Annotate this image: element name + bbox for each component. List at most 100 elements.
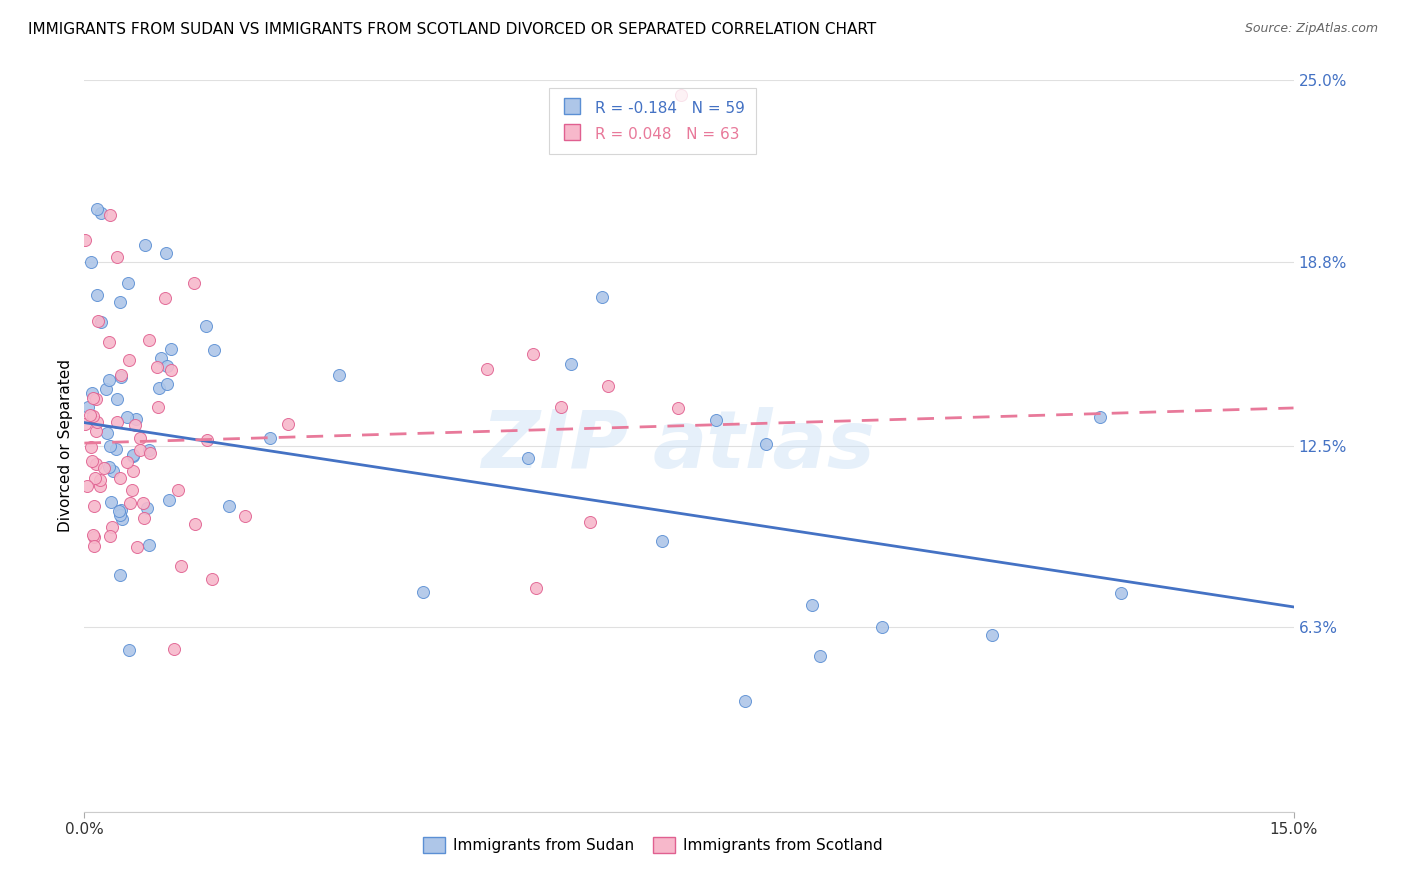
Point [84, 424, 107, 438]
Point [98, 335, 121, 350]
Point [138, 443, 160, 458]
Point [98, 459, 121, 474]
Text: atlas: atlas [652, 407, 876, 485]
Point [128, 443, 150, 458]
Point [83, 540, 105, 554]
Point [86, 202, 108, 216]
Point [98, 439, 121, 453]
Point [82, 409, 104, 423]
Point [134, 511, 156, 525]
Point [90, 315, 112, 329]
Point [579, 516, 602, 530]
Point [93, 461, 115, 475]
Point [651, 534, 673, 549]
Point [73, 233, 96, 247]
Point [105, 250, 128, 264]
Point [195, 318, 218, 333]
Point [118, 643, 141, 657]
Point [328, 368, 350, 383]
Point [981, 628, 1004, 642]
Point [277, 417, 299, 432]
Point [159, 362, 181, 376]
Point [100, 495, 122, 509]
Point [83, 500, 105, 514]
Point [82, 453, 104, 467]
Point [195, 433, 218, 447]
Point [755, 436, 778, 450]
Point [79, 408, 101, 422]
Point [76, 478, 98, 492]
Point [103, 464, 125, 478]
Legend: Immigrants from Sudan, Immigrants from Scotland: Immigrants from Sudan, Immigrants from S… [416, 830, 889, 859]
Point [101, 520, 124, 534]
Point [115, 410, 138, 425]
Point [94, 382, 117, 396]
Point [132, 496, 155, 510]
Point [98, 528, 121, 542]
Point [669, 87, 692, 102]
Point [666, 401, 689, 416]
Point [148, 381, 170, 395]
Point [183, 276, 205, 290]
Point [150, 351, 173, 365]
Point [138, 333, 160, 347]
Point [801, 598, 824, 612]
Point [105, 416, 128, 430]
Point [108, 504, 131, 518]
Point [156, 377, 179, 392]
Point [412, 584, 434, 599]
Point [105, 442, 128, 456]
Point [183, 517, 205, 532]
Point [146, 359, 169, 374]
Point [163, 642, 186, 657]
Point [120, 496, 142, 510]
Point [110, 512, 132, 526]
Point [138, 538, 160, 552]
Point [550, 400, 572, 414]
Y-axis label: Divorced or Separated: Divorced or Separated [58, 359, 73, 533]
Point [122, 449, 145, 463]
Point [524, 581, 547, 595]
Point [96, 426, 118, 441]
Point [139, 446, 162, 460]
Point [156, 359, 179, 374]
Point [80, 441, 103, 455]
Point [108, 568, 131, 582]
Point [136, 501, 159, 516]
Point [166, 483, 188, 498]
Point [82, 527, 104, 541]
Point [82, 385, 104, 400]
Point [235, 508, 257, 523]
Point [259, 431, 281, 445]
Point [125, 412, 148, 426]
Text: Source: ZipAtlas.com: Source: ZipAtlas.com [1244, 22, 1378, 36]
Point [125, 540, 148, 554]
Point [122, 448, 145, 462]
Point [108, 508, 131, 522]
Text: ZIP: ZIP [481, 407, 628, 485]
Point [86, 288, 108, 302]
Point [201, 572, 224, 586]
Point [108, 295, 131, 310]
Text: IMMIGRANTS FROM SUDAN VS IMMIGRANTS FROM SCOTLAND DIVORCED OR SEPARATED CORRELAT: IMMIGRANTS FROM SUDAN VS IMMIGRANTS FROM… [28, 22, 876, 37]
Point [155, 246, 177, 260]
Point [157, 493, 180, 508]
Point [89, 473, 111, 487]
Point [1088, 409, 1111, 424]
Point [105, 392, 128, 407]
Point [117, 455, 139, 469]
Point [129, 431, 152, 445]
Point [117, 352, 139, 367]
Point [73, 417, 96, 432]
Point [79, 254, 101, 268]
Point [86, 415, 108, 429]
Point [704, 413, 727, 427]
Point [84, 457, 107, 471]
Point [89, 479, 111, 493]
Point [592, 290, 614, 304]
Point [1109, 586, 1132, 600]
Point [477, 361, 499, 376]
Point [82, 391, 104, 405]
Point [146, 400, 169, 414]
Point [218, 499, 240, 513]
